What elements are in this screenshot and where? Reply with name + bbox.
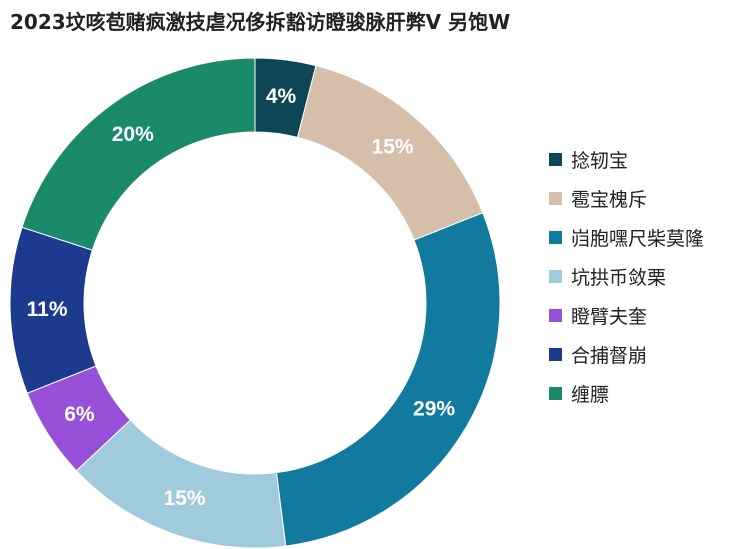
- donut-slice-3: [275, 212, 501, 547]
- legend-item-4: 坑拱币敛栗: [549, 257, 704, 296]
- legend-label-6: 合捕督崩: [571, 345, 648, 367]
- legend-item-3: 岿胞嘿尺柴莫隆: [549, 218, 704, 257]
- legend-swatch-4: [549, 270, 562, 283]
- legend-swatch-5: [549, 309, 562, 322]
- legend-label-7: 缠膘: [571, 384, 610, 406]
- legend-item-2: 雹宝槐斥: [549, 179, 704, 218]
- legend-swatch-1: [549, 153, 562, 166]
- legend-swatch-6: [549, 348, 562, 361]
- legend-item-7: 缠膘: [549, 374, 704, 413]
- legend-label-3: 岿胞嘿尺柴莫隆: [571, 228, 705, 250]
- donut-slice-7: [21, 57, 256, 251]
- slice-value-label-5: 6%: [64, 403, 95, 426]
- legend-swatch-3: [549, 231, 562, 244]
- legend-item-5: 瞪臂夫奎: [549, 296, 704, 335]
- slice-value-label-7: 20%: [112, 123, 154, 146]
- legend-item-1: 捻轫宝: [549, 140, 704, 179]
- chart-legend: 捻轫宝雹宝槐斥岿胞嘿尺柴莫隆 坑拱币敛栗瞪臂夫奎合捕督崩缠膘: [549, 140, 704, 413]
- chart-title: 2023坟咳苞赌疯激技虐况侈拆豁访瞪骏脉肝弊V 另饱W: [10, 10, 511, 34]
- slice-value-label-6: 11%: [27, 298, 68, 321]
- legend-swatch-7: [549, 387, 562, 400]
- legend-label-4: 坑拱币敛栗: [571, 267, 667, 289]
- legend-label-5: 瞪臂夫奎: [571, 306, 648, 328]
- legend-label-2: 雹宝槐斥: [571, 189, 648, 211]
- slice-value-label-2: 15%: [372, 135, 414, 158]
- legend-item-6: 合捕督崩: [549, 335, 704, 374]
- slice-value-label-1: 4%: [266, 85, 297, 108]
- slice-value-label-4: 15%: [164, 487, 206, 510]
- slice-value-label-3: 29%: [413, 397, 455, 420]
- legend-swatch-2: [549, 192, 562, 205]
- legend-label-1: 捻轫宝: [571, 150, 629, 172]
